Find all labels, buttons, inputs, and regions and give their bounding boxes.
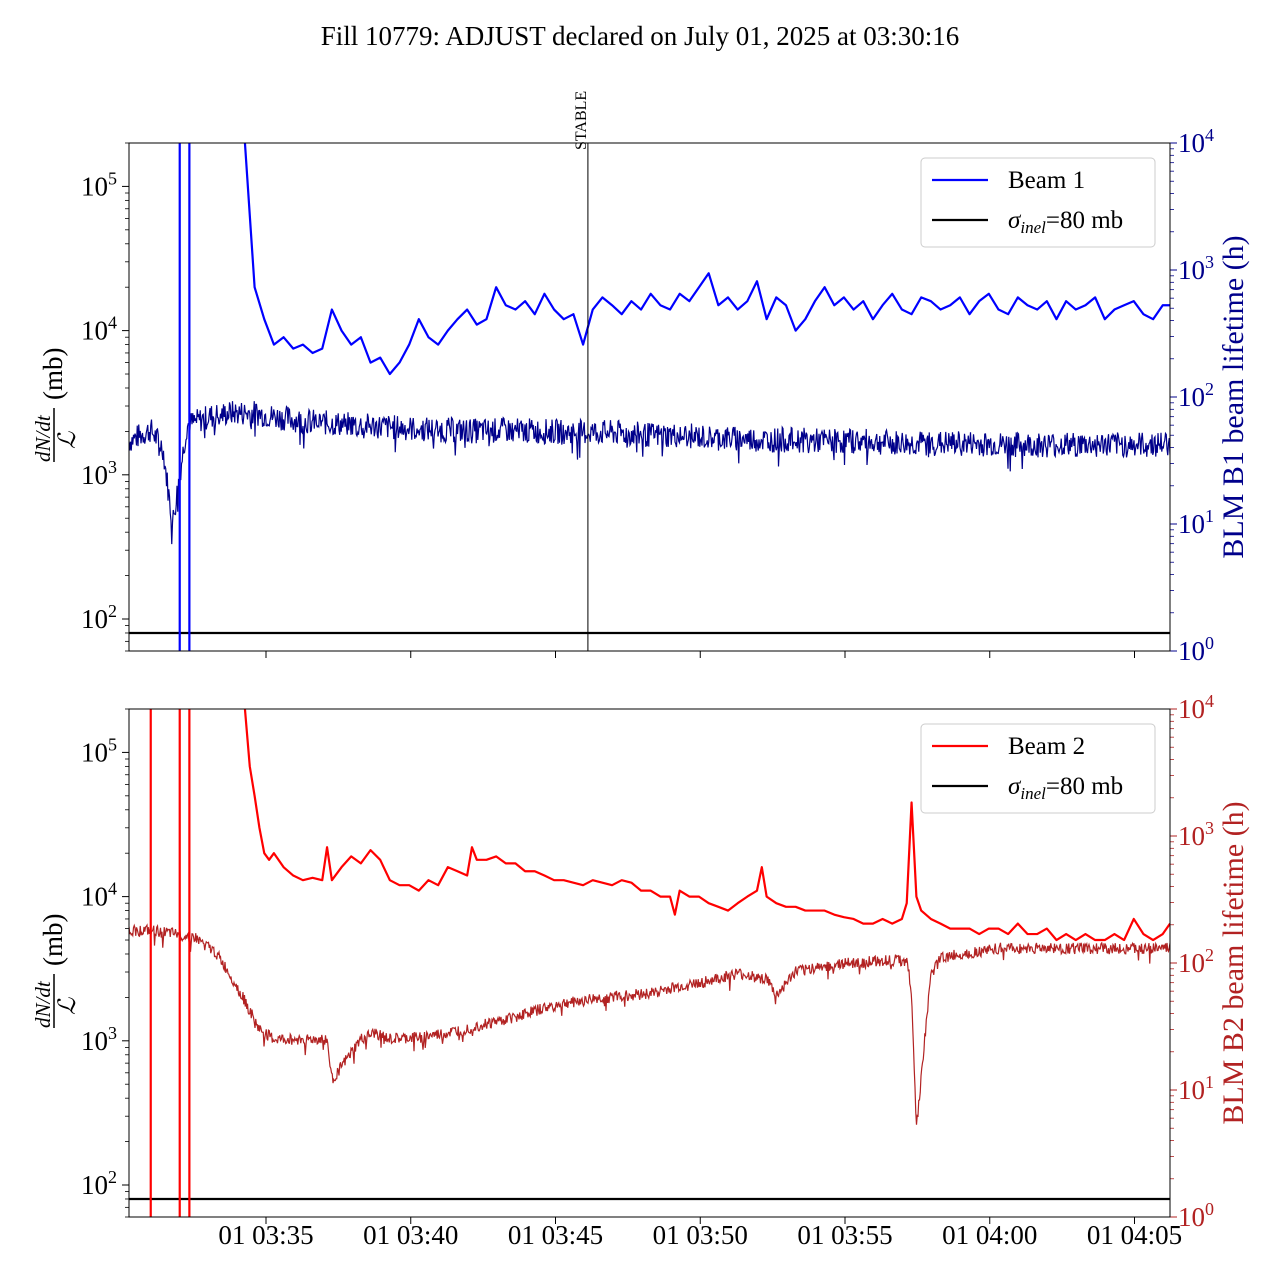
figure-title: Fill 10779: ADJUST declared on July 01, … [321, 21, 959, 51]
y2-tick-label: 104 [1178, 691, 1214, 724]
blm-lifetime-line [129, 923, 1170, 1125]
beam1-axes-content: 102 103 104 105 100 101 102 103 104 [81, 125, 1214, 666]
y-tick-label: 103 [81, 1023, 117, 1056]
beam-loss-rate-line [243, 709, 1170, 942]
blm-lifetime-line [129, 401, 1170, 545]
x-tick-label: 01 03:35 [218, 1220, 313, 1250]
y2-tick-label: 101 [1178, 1072, 1214, 1105]
beam1-ylabel-denominator: ℒ [55, 431, 81, 449]
beam-loss-rate-line [243, 143, 1170, 376]
y-tick-label: 105 [81, 734, 117, 767]
y-tick-label: 104 [81, 313, 117, 346]
y-tick-label: 105 [81, 168, 117, 201]
y2-tick-label: 102 [1178, 379, 1214, 412]
y2-tick-label: 103 [1178, 252, 1214, 285]
beam2-y2label: BLM B2 beam lifetime (h) [1217, 801, 1250, 1124]
y-tick-label: 103 [81, 457, 117, 490]
x-tick-label: 01 04:05 [1087, 1220, 1182, 1250]
beam2-axes-content: 102 103 104 105 100 101 102 103 104 01 03:35 01 03… [81, 691, 1214, 1250]
beam1-y2label: BLM B1 beam lifetime (h) [1217, 235, 1250, 558]
beam1-legend-label: Beam 1 [1008, 167, 1085, 194]
beam1-ylabel-unit: (mb) [38, 348, 68, 400]
x-tick-label: 01 03:50 [653, 1220, 748, 1250]
x-tick-label: 01 03:55 [797, 1220, 892, 1250]
beam1-ylabel-numerator: dN/dt [31, 414, 55, 462]
plot-area [129, 143, 1170, 651]
beam2-ylabel-denominator: ℒ [55, 997, 81, 1015]
y2-tick-label: 100 [1178, 1199, 1214, 1232]
beam2-panel: 102 103 104 105 100 101 102 103 104 01 03:35 01 03… [31, 691, 1250, 1250]
y2-tick-label: 103 [1178, 818, 1214, 851]
y-tick-label: 104 [81, 879, 117, 912]
x-tick-label: 01 04:00 [942, 1220, 1037, 1250]
x-tick-label: 01 03:40 [363, 1220, 458, 1250]
y-tick-label: 102 [81, 601, 117, 634]
stable-annotation: STABLE [573, 91, 590, 150]
plot-area [129, 709, 1170, 1217]
x-tick-label: 01 03:45 [508, 1220, 603, 1250]
beam2-ylabel: dN/dt ℒ (mb) [31, 914, 81, 1028]
beam2-legend-label: Beam 2 [1008, 733, 1085, 760]
beam1-legend-ref-label: σinel=80 mb [1008, 207, 1123, 237]
beam1-legend: Beam 1 σinel=80 mb [920, 157, 1156, 248]
beam1-plot-frame [128, 142, 1171, 652]
beam2-legend: Beam 2 σinel=80 mb [920, 723, 1156, 814]
y2-tick-label: 101 [1178, 506, 1214, 539]
y2-tick-label: 102 [1178, 945, 1214, 978]
beam2-legend-ref-label: σinel=80 mb [1008, 773, 1123, 803]
beam1-panel: 102 103 104 105 100 101 102 103 104 STABLE dN/dt… [31, 91, 1250, 666]
beam1-ylabel: dN/dt ℒ (mb) [31, 348, 81, 462]
y2-tick-label: 104 [1178, 125, 1214, 158]
beam2-ylabel-numerator: dN/dt [31, 980, 55, 1028]
y-tick-label: 102 [81, 1167, 117, 1200]
y2-tick-label: 100 [1178, 633, 1214, 666]
beam2-ylabel-unit: (mb) [38, 914, 68, 966]
beam2-plot-frame [128, 708, 1171, 1218]
